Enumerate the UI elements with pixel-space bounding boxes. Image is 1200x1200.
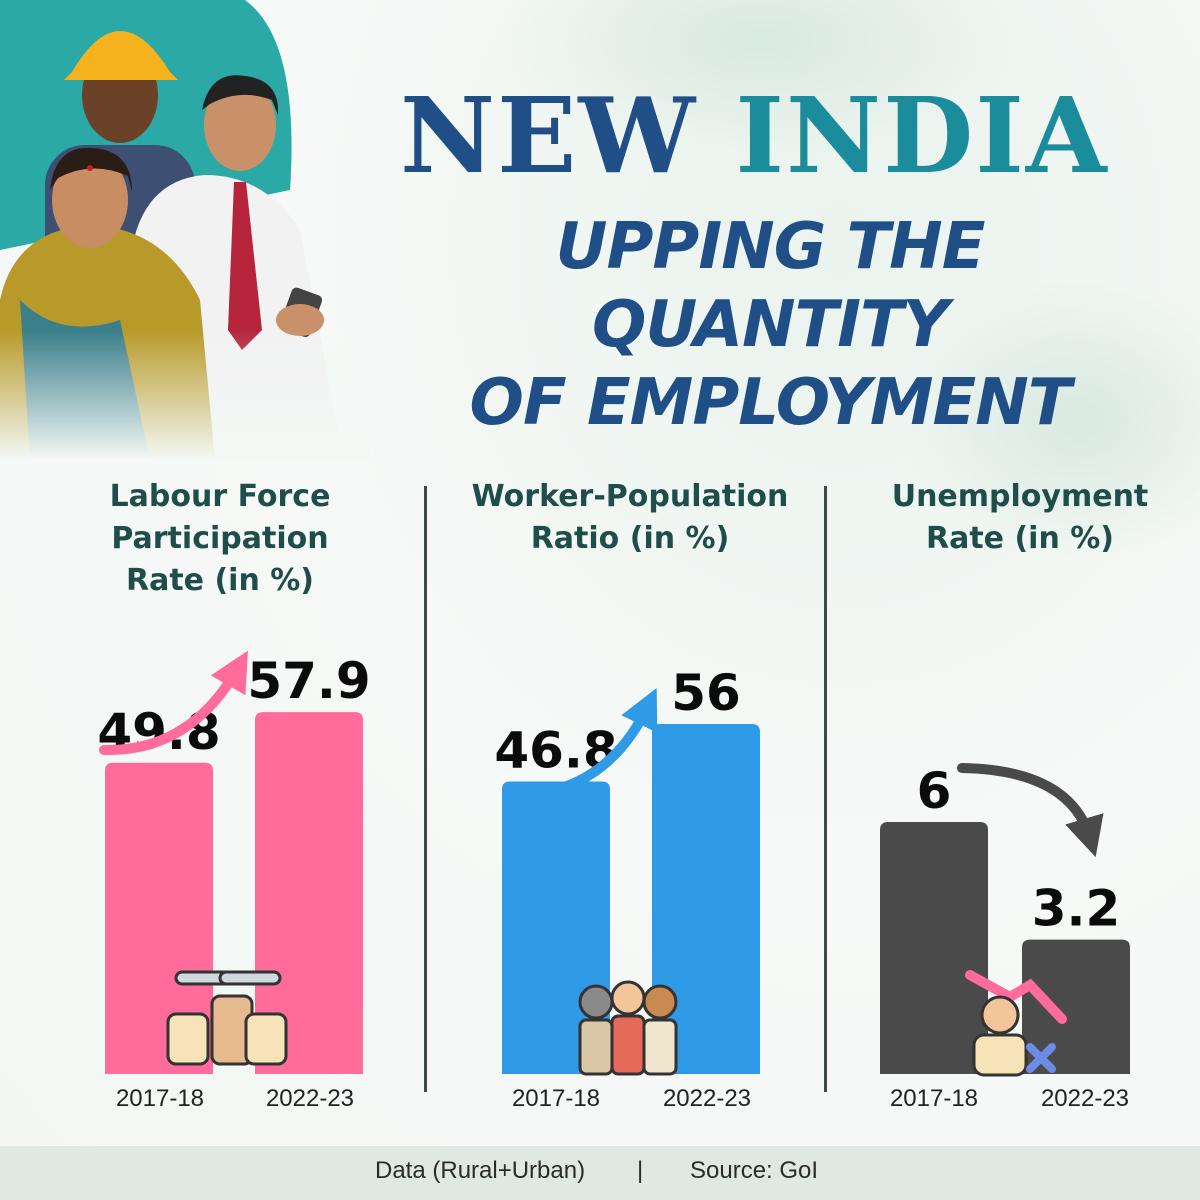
trend-arrow-up-wpr <box>509 687 658 800</box>
hero-workers-illustration <box>0 0 370 460</box>
footer-source: Source: GoI <box>690 1157 819 1184</box>
title-word-india: INDIA <box>735 74 1109 197</box>
subtitle-line-1: UPPING THE QUANTITY <box>555 210 986 362</box>
panel-title-wpr-line2: Ratio (in %) <box>530 521 730 556</box>
title-word-new: NEW <box>400 74 698 197</box>
panel-title-wpr-line1: Worker-Population <box>471 479 789 514</box>
tick-label-lfpr-2017-18: 2017-18 <box>116 1085 204 1112</box>
footer-separator: | <box>637 1157 644 1184</box>
tick-label-lfpr-2022-23: 2022-23 <box>266 1085 354 1112</box>
tick-label-ur-2022-23: 2022-23 <box>1041 1085 1129 1112</box>
bar-ur-2022-23 <box>1022 939 1130 1074</box>
panel-title-lfpr-line1: Labour Force <box>109 479 331 514</box>
panel-title-lfpr-line3: Rate (in %) <box>125 563 315 598</box>
panel-title-lfpr-line2: Participation <box>111 521 329 556</box>
data-label-ur-2017-18: 6 <box>917 762 952 820</box>
data-label-lfpr-2022-23: 57.9 <box>247 652 370 710</box>
divider-right <box>824 486 827 1092</box>
trend-arrow-down-ur <box>957 763 1104 858</box>
trend-arrows <box>99 650 1104 858</box>
tick-label-wpr-2022-23: 2022-23 <box>663 1085 751 1112</box>
panel-title-wpr: Worker-Population Ratio (in %) <box>450 476 810 560</box>
panel-title-ur-line2: Rate (in %) <box>925 521 1115 556</box>
subtitle-line-2: OF EMPLOYMENT <box>469 366 1072 440</box>
divider-left <box>424 486 427 1092</box>
unemployed-person-icon <box>965 970 1067 1077</box>
trend-arrow-up-lfpr <box>99 650 248 756</box>
raised-fists-tools-icon <box>166 970 288 1066</box>
footer-data-note: Data (Rural+Urban) <box>375 1157 586 1184</box>
workers-group-icon <box>578 980 678 1076</box>
page-title: NEW INDIA <box>400 78 1120 193</box>
bar-ur-2017-18 <box>880 822 988 1074</box>
data-label-wpr-2022-23: 56 <box>671 664 741 722</box>
tick-label-wpr-2017-18: 2017-18 <box>512 1085 600 1112</box>
footer-bar: Data (Rural+Urban) | Source: GoI <box>0 1146 1200 1200</box>
panel-title-lfpr: Labour Force Participation Rate (in %) <box>70 476 370 602</box>
bar-wpr-2022-23 <box>652 724 760 1074</box>
tick-label-ur-2017-18: 2017-18 <box>890 1085 978 1112</box>
data-label-ur-2022-23: 3.2 <box>1032 880 1121 938</box>
page-subtitle: UPPING THE QUANTITY OF EMPLOYMENT <box>380 208 1160 440</box>
panel-title-ur-line1: Unemployment <box>891 479 1149 514</box>
bar-lfpr-2017-18 <box>105 762 213 1074</box>
bar-lfpr-2022-23 <box>255 712 363 1074</box>
panel-title-ur: Unemployment Rate (in %) <box>860 476 1180 560</box>
